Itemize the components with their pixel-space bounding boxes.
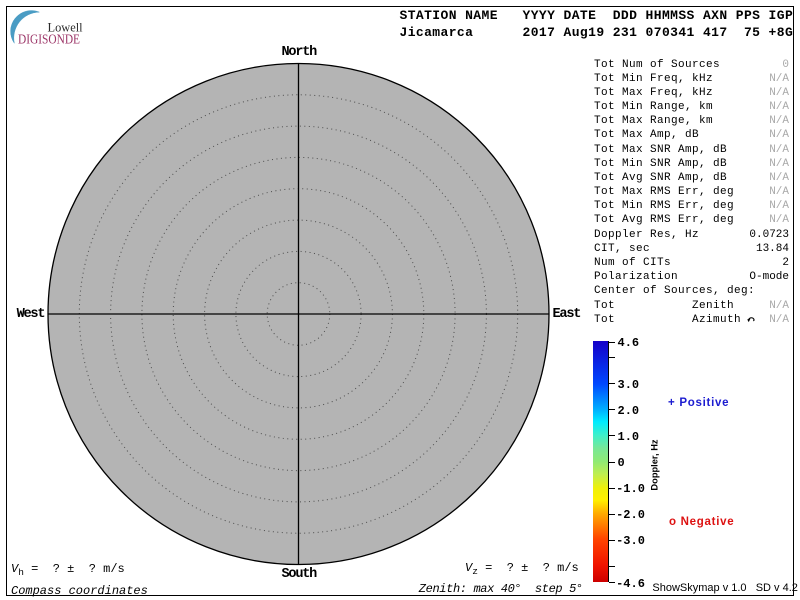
svg-text:Lowell: Lowell bbox=[48, 21, 84, 35]
svg-text:DIGISONDE: DIGISONDE bbox=[18, 31, 80, 46]
svg-text:Doppler, Hz: Doppler, Hz bbox=[650, 439, 660, 490]
